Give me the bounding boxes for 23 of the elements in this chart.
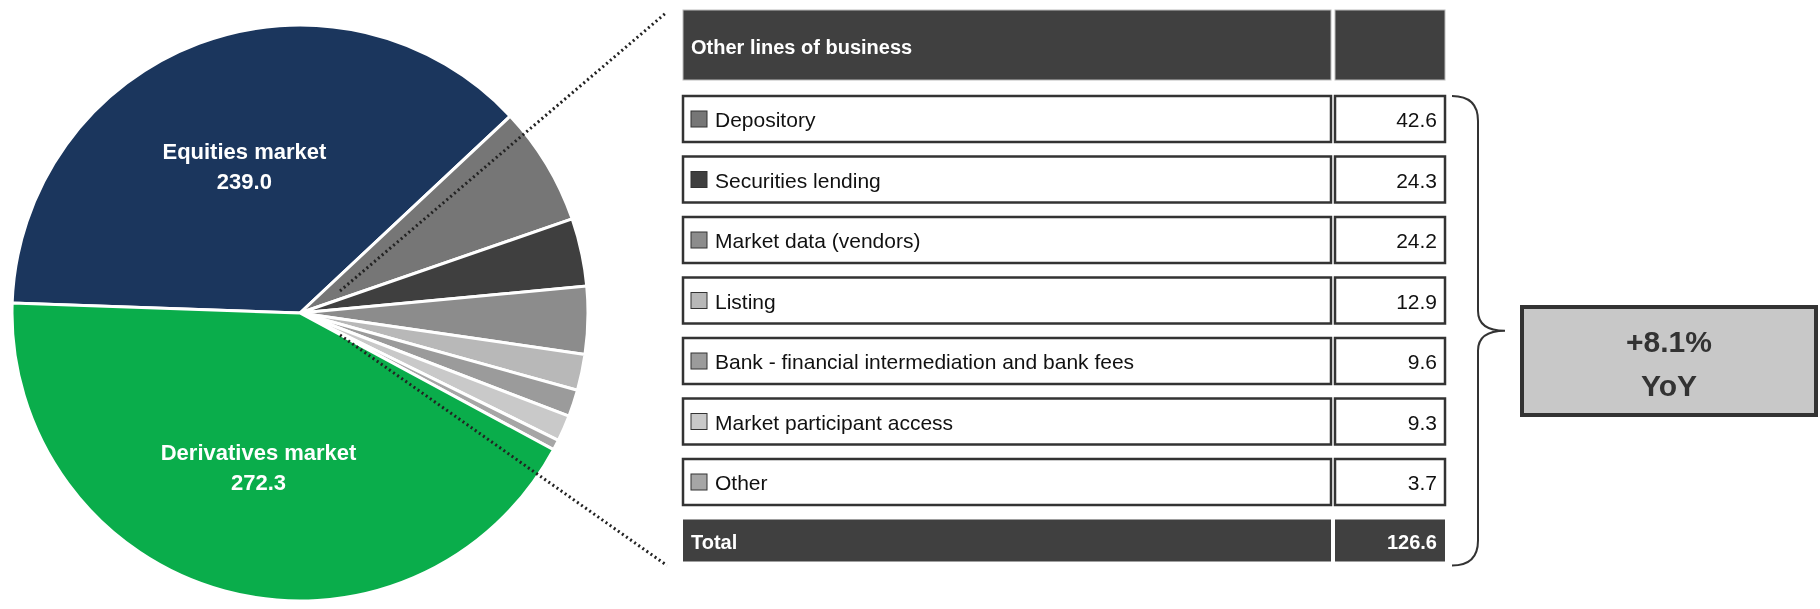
text: 126.6 xyxy=(1386,530,1437,553)
text: Total xyxy=(691,530,738,553)
legend-label: Securities lending xyxy=(715,168,881,192)
text: +8.1% xyxy=(1626,325,1712,358)
legend-label: Market participant access xyxy=(715,410,954,434)
data-label: 9.3 xyxy=(1407,410,1437,434)
data-label: 272.3 xyxy=(231,469,287,495)
data-label: 42.6 xyxy=(1396,108,1437,131)
data-label: 24.2 xyxy=(1396,229,1437,252)
legend-label: Depository xyxy=(715,108,816,131)
slice-label: Equities market xyxy=(162,138,327,164)
data-label: 12.9 xyxy=(1396,289,1437,313)
legend-label: Other xyxy=(715,471,768,494)
data-label: 9.6 xyxy=(1407,350,1437,373)
data-label: 3.7 xyxy=(1407,471,1437,494)
text: Other lines of business xyxy=(691,36,913,58)
legend-label: Bank - financial intermediation and bank fees xyxy=(715,350,1135,373)
data-label: 24.3 xyxy=(1396,168,1437,192)
slice-label: Derivatives market xyxy=(160,439,358,465)
text: YoY xyxy=(1640,369,1698,402)
legend-label: Market data (vendors) xyxy=(715,229,921,252)
legend-label: Listing xyxy=(715,289,776,313)
data-label: 239.0 xyxy=(216,168,272,194)
